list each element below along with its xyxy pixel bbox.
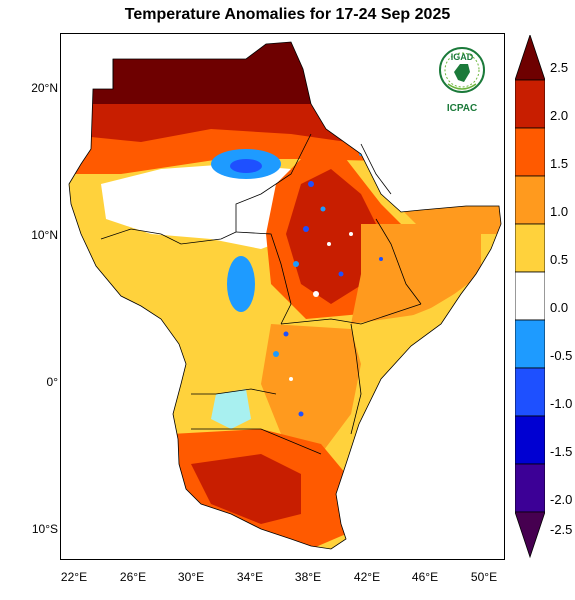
colorbar-cell — [515, 319, 545, 369]
colorbar-label-0.5: 0.5 — [550, 252, 569, 267]
colorbar-cell — [515, 463, 545, 513]
lon-label-46e: 46°E — [411, 570, 439, 584]
lon-label-30e: 30°E — [177, 570, 205, 584]
highland-speckle — [273, 152, 383, 417]
colorbar-label-1.0: 1.0 — [550, 204, 569, 219]
colorbar-label-2.5: 2.5 — [550, 60, 569, 75]
anomaly-ethiopia-core — [286, 169, 381, 304]
colorbar-cell-bottom — [515, 511, 545, 559]
logo-igad-text: IGAD — [450, 52, 474, 62]
lat-label-10s: 10°S — [31, 522, 58, 536]
colorbar-label-neg-1.5: -1.5 — [550, 444, 573, 459]
colorbar — [515, 35, 545, 559]
anomaly-sudan-neutral — [101, 164, 311, 249]
lake-victoria — [211, 389, 251, 429]
igad-logo-icon — [439, 47, 485, 93]
lon-label-22e: 22°E — [60, 570, 88, 584]
lon-label-50e: 50°E — [470, 570, 498, 584]
map-frame — [60, 33, 505, 560]
colorbar-label-neg-2.0: -2.0 — [550, 492, 573, 507]
lon-label-42e: 42°E — [353, 570, 381, 584]
colorbar-cell — [515, 367, 545, 417]
anomaly-south-sudan — [101, 234, 271, 324]
colorbar-label-neg-0.5: -0.5 — [550, 348, 573, 363]
colorbar-label-0.0: 0.0 — [550, 300, 569, 315]
colorbar-cell — [515, 415, 545, 465]
colorbar-label-1.5: 1.5 — [550, 156, 569, 171]
anomaly-cold-core-north — [230, 159, 262, 173]
colorbar-cell — [515, 127, 545, 177]
anomaly-north-orange — [69, 129, 501, 174]
map-title: Temperature Anomalies for 17-24 Sep 2025 — [124, 6, 451, 23]
colorbar-label-2.0: 2.0 — [550, 108, 569, 123]
colorbar-cell — [515, 271, 545, 321]
colorbar-cell — [515, 223, 545, 273]
anomaly-map — [68, 41, 502, 550]
logo-icpac-text: ICPAC — [446, 103, 478, 114]
colorbar-label-neg-1.0: -1.0 — [550, 396, 573, 411]
anomaly-somali-region — [351, 224, 481, 324]
colorbar-cells — [515, 35, 545, 559]
anomaly-cold-spot-south-sudan — [227, 256, 255, 312]
anomaly-kenya — [261, 324, 361, 454]
lat-label-0: 0° — [46, 375, 58, 389]
lon-label-34e: 34°E — [236, 570, 264, 584]
colorbar-label-neg-2.5: -2.5 — [550, 522, 573, 537]
anomaly-tanzania-core — [191, 454, 301, 524]
anomaly-horn — [401, 204, 501, 234]
lat-label-20n: 20°N — [31, 81, 58, 95]
colorbar-cell — [515, 79, 545, 129]
country-borders — [68, 41, 502, 550]
lon-label-38e: 38°E — [294, 570, 322, 584]
colorbar-cell — [515, 175, 545, 225]
lon-label-26e: 26°E — [119, 570, 147, 584]
lat-label-10n: 10°N — [31, 228, 58, 242]
colorbar-cell-top — [515, 35, 545, 81]
